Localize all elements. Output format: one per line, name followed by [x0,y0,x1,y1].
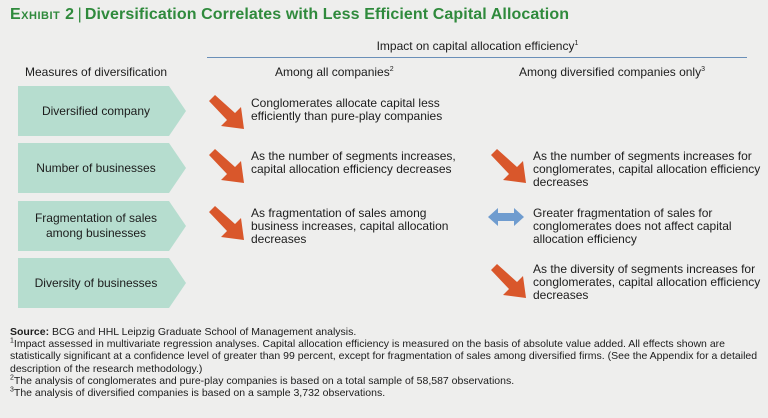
cell-all-fragmentation-of-sales: As fragmentation of sales among business… [251,206,449,246]
column-header-diversified-only: Among diversified companies only3 [519,65,705,79]
cell-diversified-number-of-businesses: As the number of segments increases for … [533,149,761,189]
down-arrow-icon [491,264,526,298]
cell-diversified-diversity-of-businesses: As the diversity of segments increases f… [533,262,761,302]
impact-header: Impact on capital allocation efficiency1 [376,39,579,53]
footnote-ref: 2 [389,66,394,73]
exhibit-number: Exhibit 2 [10,6,75,23]
down-arrow-icon [491,149,526,183]
column-header-all-companies: Among all companies2 [275,65,394,79]
impact-header-rule [207,57,747,58]
down-arrow-icon [209,149,244,183]
source-line: Source: BCG and HHL Leipzig Graduate Sch… [10,326,357,338]
footnote-3: 3The analysis of diversified companies i… [10,386,386,400]
footnote-2: 2The analysis of conglomerates and pure-… [10,374,515,387]
measure-chevron-diversified-company: Diversified company [18,86,186,136]
double-arrow-icon [488,208,524,226]
down-arrow-icon [209,206,244,240]
down-arrow-icon [209,95,244,129]
footnote-ref: 3 [701,66,705,73]
footnote-ref: 1 [574,40,579,47]
exhibit-title: Exhibit 2 | Diversification Correlates wit… [10,6,570,23]
measure-chevron-fragmentation-of-sales: Fragmentation of sales among businesses [18,201,186,251]
measure-chevron-number-of-businesses: Number of businesses [18,143,186,193]
footnote-1: 1Impact assessed in multivariate regress… [10,337,758,375]
measure-chevron-diversity-of-businesses: Diversity of businesses [18,258,186,308]
cell-all-diversified-company: Conglomerates allocate capital less effi… [251,96,443,123]
source-notes: Source: BCG and HHL Leipzig Graduate Sch… [10,326,762,399]
exhibit-heading: Diversification Correlates with Less Eff… [84,6,570,23]
cell-all-number-of-businesses: As the number of segments increases, cap… [251,149,456,176]
cell-diversified-fragmentation-of-sales: Greater fragmentation of sales for congl… [533,206,732,246]
column-header-measures: Measures of diversification [25,65,168,79]
